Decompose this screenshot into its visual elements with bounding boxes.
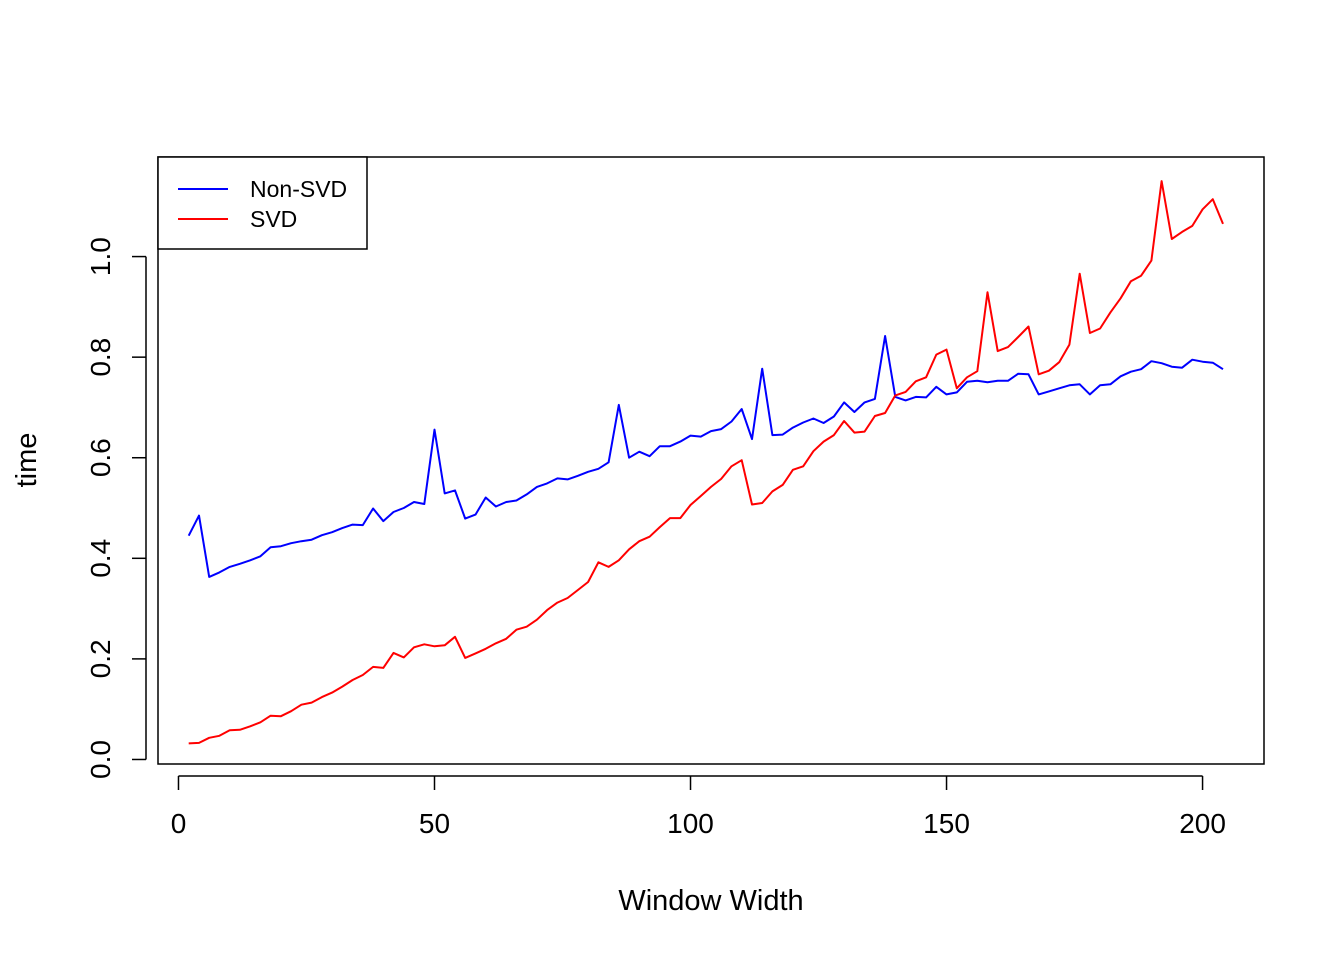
plot-lines	[187, 180, 1224, 745]
y-axis-title: time	[11, 433, 43, 488]
x-axis: 0 50 100 150 200	[171, 775, 1226, 839]
legend-label: SVD	[250, 206, 297, 232]
y-axis: 0.0 0.2 0.4 0.6 0.8 1.0	[85, 237, 147, 779]
x-tick-label: 50	[419, 808, 450, 839]
legend: Non-SVD SVD	[157, 156, 368, 250]
x-tick-label: 100	[667, 808, 714, 839]
x-tick-label: 200	[1179, 808, 1226, 839]
y-tick-label: 0.4	[85, 539, 116, 578]
y-tick-label: 0.8	[85, 338, 116, 377]
y-tick-label: 1.0	[85, 237, 116, 276]
x-axis-title: Window Width	[618, 885, 803, 917]
y-tick-label: 0.6	[85, 438, 116, 477]
legend-box	[157, 156, 368, 250]
y-tick-label: 0.0	[85, 740, 116, 779]
x-tick-label: 0	[171, 808, 187, 839]
series-line-svd	[188, 180, 1224, 745]
y-tick-label: 0.2	[85, 639, 116, 678]
legend-label: Non-SVD	[250, 176, 347, 202]
series-line-non-svd	[187, 335, 1224, 578]
x-tick-label: 150	[923, 808, 970, 839]
plot-frame	[157, 156, 1265, 765]
